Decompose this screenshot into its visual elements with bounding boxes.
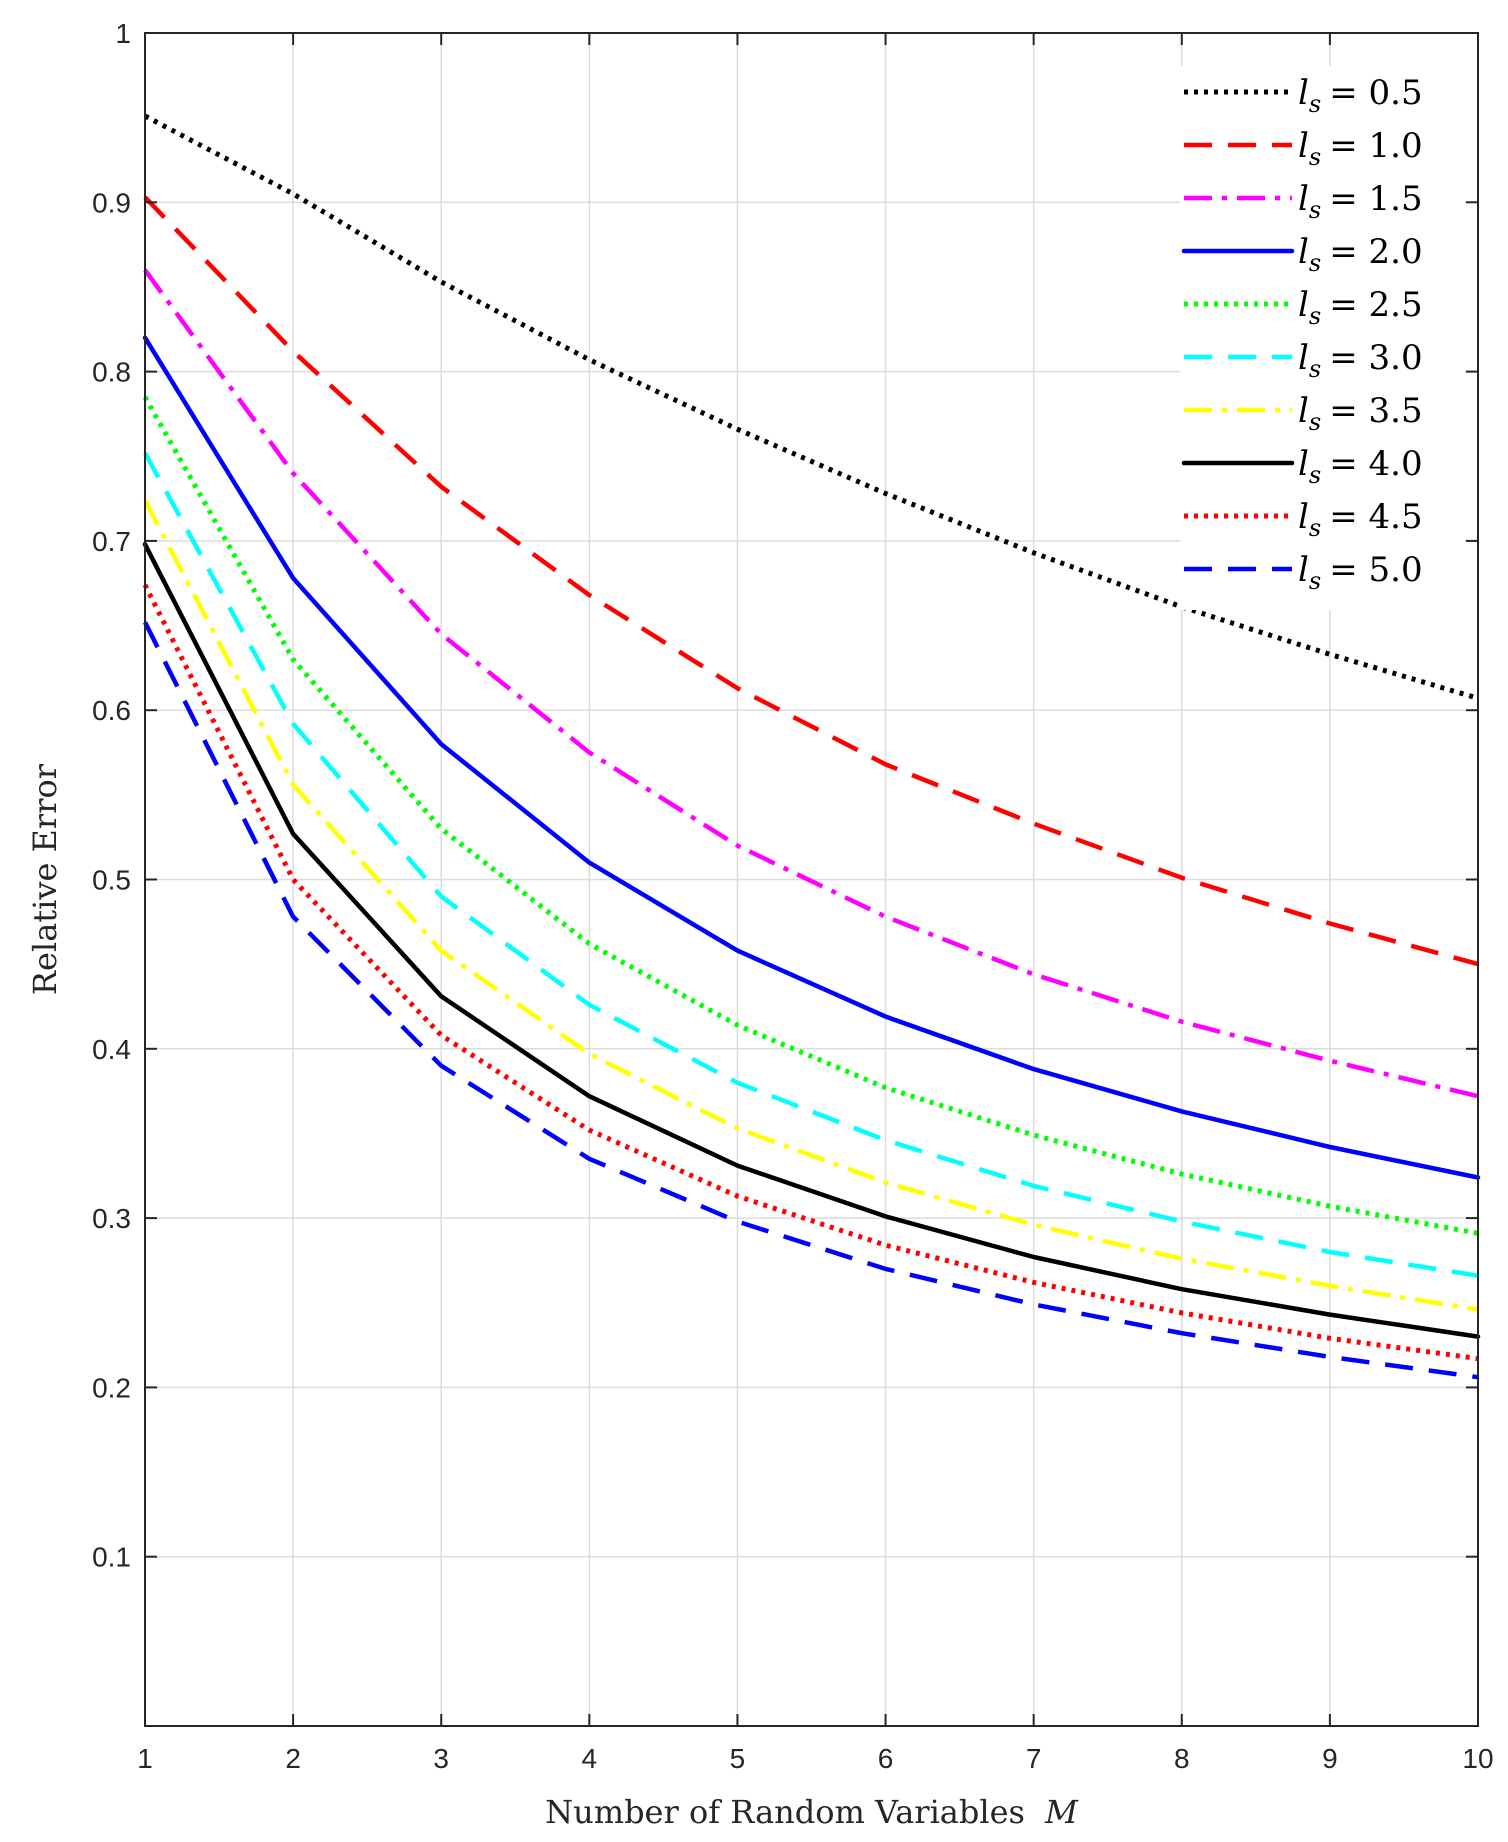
legend-symbol: l xyxy=(1298,497,1309,537)
y-tick-label: 0.4 xyxy=(92,1034,131,1065)
legend-subscript: s xyxy=(1309,302,1321,330)
legend-symbol: l xyxy=(1298,285,1309,325)
legend-symbol: l xyxy=(1298,126,1309,166)
y-tick-label: 0.1 xyxy=(92,1542,131,1573)
legend-subscript: s xyxy=(1309,249,1321,277)
series-line-8 xyxy=(142,542,1481,1339)
x-axis-title: Number of Random Variables M xyxy=(545,1793,1079,1831)
legend-value: = 5.0 xyxy=(1329,550,1422,590)
series-line-9 xyxy=(142,583,1479,1362)
series-line-3 xyxy=(143,268,1479,1099)
x-tick-label: 3 xyxy=(433,1743,449,1774)
x-tick-label: 7 xyxy=(1026,1743,1042,1774)
x-tick-label: 9 xyxy=(1322,1743,1338,1774)
legend-entry-label: ls = 1.0 xyxy=(1298,126,1423,171)
y-tick-label: 0.2 xyxy=(92,1372,131,1403)
x-axis-variable: M xyxy=(1044,1793,1079,1831)
series-line-2 xyxy=(143,195,1479,967)
legend-box xyxy=(1180,66,1465,610)
series-line-1 xyxy=(143,113,1479,701)
legend-symbol: l xyxy=(1298,73,1309,113)
legend-entry-label: ls = 0.5 xyxy=(1298,73,1423,118)
y-tick-label: 0.5 xyxy=(92,865,131,896)
y-tick-label: 0.7 xyxy=(92,526,131,557)
legend-entry-label: ls = 1.5 xyxy=(1298,179,1423,224)
legend-entry-label: ls = 2.0 xyxy=(1298,232,1423,277)
x-tick-label: 1 xyxy=(137,1743,153,1774)
legend-entry-label: ls = 3.5 xyxy=(1298,391,1423,436)
legend: ls = 0.5ls = 1.0ls = 1.5ls = 2.0ls = 2.5ls = 3… xyxy=(1180,66,1465,610)
x-tick-label: 8 xyxy=(1174,1743,1190,1774)
legend-value: = 4.0 xyxy=(1329,444,1422,484)
x-tick-label: 5 xyxy=(730,1743,746,1774)
series-line-7 xyxy=(143,499,1479,1312)
legend-symbol: l xyxy=(1298,232,1309,272)
legend-entry-label: ls = 5.0 xyxy=(1298,550,1423,595)
legend-symbol: l xyxy=(1298,338,1309,378)
y-tick-label: 0.6 xyxy=(92,695,131,726)
legend-subscript: s xyxy=(1309,514,1321,542)
legend-subscript: s xyxy=(1309,408,1321,436)
series-line-5 xyxy=(142,395,1479,1236)
legend-entry-label: ls = 4.0 xyxy=(1298,444,1423,489)
series-line-6 xyxy=(143,451,1479,1278)
legend-entry-label: ls = 4.5 xyxy=(1298,497,1423,542)
legend-value: = 1.5 xyxy=(1329,179,1422,219)
legend-value: = 0.5 xyxy=(1329,73,1422,113)
legend-value: = 1.0 xyxy=(1329,126,1422,166)
x-tick-label: 2 xyxy=(285,1743,301,1774)
x-axis-title-text: Number of Random Variables xyxy=(545,1793,1025,1831)
y-axis-title: Relative Error xyxy=(26,763,64,995)
x-tick-label: 6 xyxy=(878,1743,894,1774)
legend-value: = 3.5 xyxy=(1329,391,1422,431)
legend-symbol: l xyxy=(1298,179,1309,219)
x-tick-label: 4 xyxy=(582,1743,598,1774)
legend-entry-label: ls = 2.5 xyxy=(1298,285,1423,330)
y-tick-label: 0.3 xyxy=(92,1203,131,1234)
series-line-4 xyxy=(142,335,1481,1180)
legend-subscript: s xyxy=(1309,196,1321,224)
legend-symbol: l xyxy=(1298,550,1309,590)
legend-subscript: s xyxy=(1309,90,1321,118)
legend-value: = 3.0 xyxy=(1329,338,1422,378)
legend-subscript: s xyxy=(1309,143,1321,171)
x-tick-label: 10 xyxy=(1462,1743,1493,1774)
y-tick-label: 0.8 xyxy=(92,357,131,388)
legend-subscript: s xyxy=(1309,461,1321,489)
y-tick-label: 1 xyxy=(115,18,131,49)
legend-symbol: l xyxy=(1298,391,1309,431)
legend-subscript: s xyxy=(1309,567,1321,595)
axis-ticks: 1 2 3 4 5 6 7 8 9 10 0.1 0.2 0.3 0.4 0.5 0.6 0.7 0.8 0.9 1 xyxy=(92,18,1494,1774)
legend-value: = 2.0 xyxy=(1329,232,1422,272)
legend-subscript: s xyxy=(1309,355,1321,383)
legend-symbol: l xyxy=(1298,444,1309,484)
series-line-10 xyxy=(142,621,1479,1380)
series-group xyxy=(142,113,1481,1380)
y-tick-label: 0.9 xyxy=(92,187,131,218)
legend-entry-label: ls = 3.0 xyxy=(1298,338,1423,383)
legend-value: = 4.5 xyxy=(1329,497,1422,537)
legend-value: = 2.5 xyxy=(1329,285,1422,325)
